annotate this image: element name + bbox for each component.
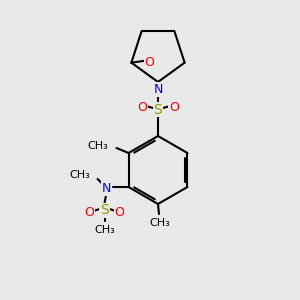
Text: N: N — [153, 83, 163, 96]
Text: S: S — [100, 203, 109, 218]
Text: CH₃: CH₃ — [94, 225, 115, 235]
Text: CH₃: CH₃ — [70, 170, 91, 180]
Text: O: O — [169, 101, 179, 114]
Text: S: S — [154, 103, 162, 116]
Text: CH₃: CH₃ — [150, 218, 170, 228]
Text: O: O — [144, 56, 154, 69]
Text: O: O — [115, 206, 124, 219]
Text: O: O — [85, 206, 94, 219]
Text: O: O — [137, 101, 147, 114]
Text: CH₃: CH₃ — [88, 141, 109, 151]
Text: N: N — [102, 182, 111, 195]
